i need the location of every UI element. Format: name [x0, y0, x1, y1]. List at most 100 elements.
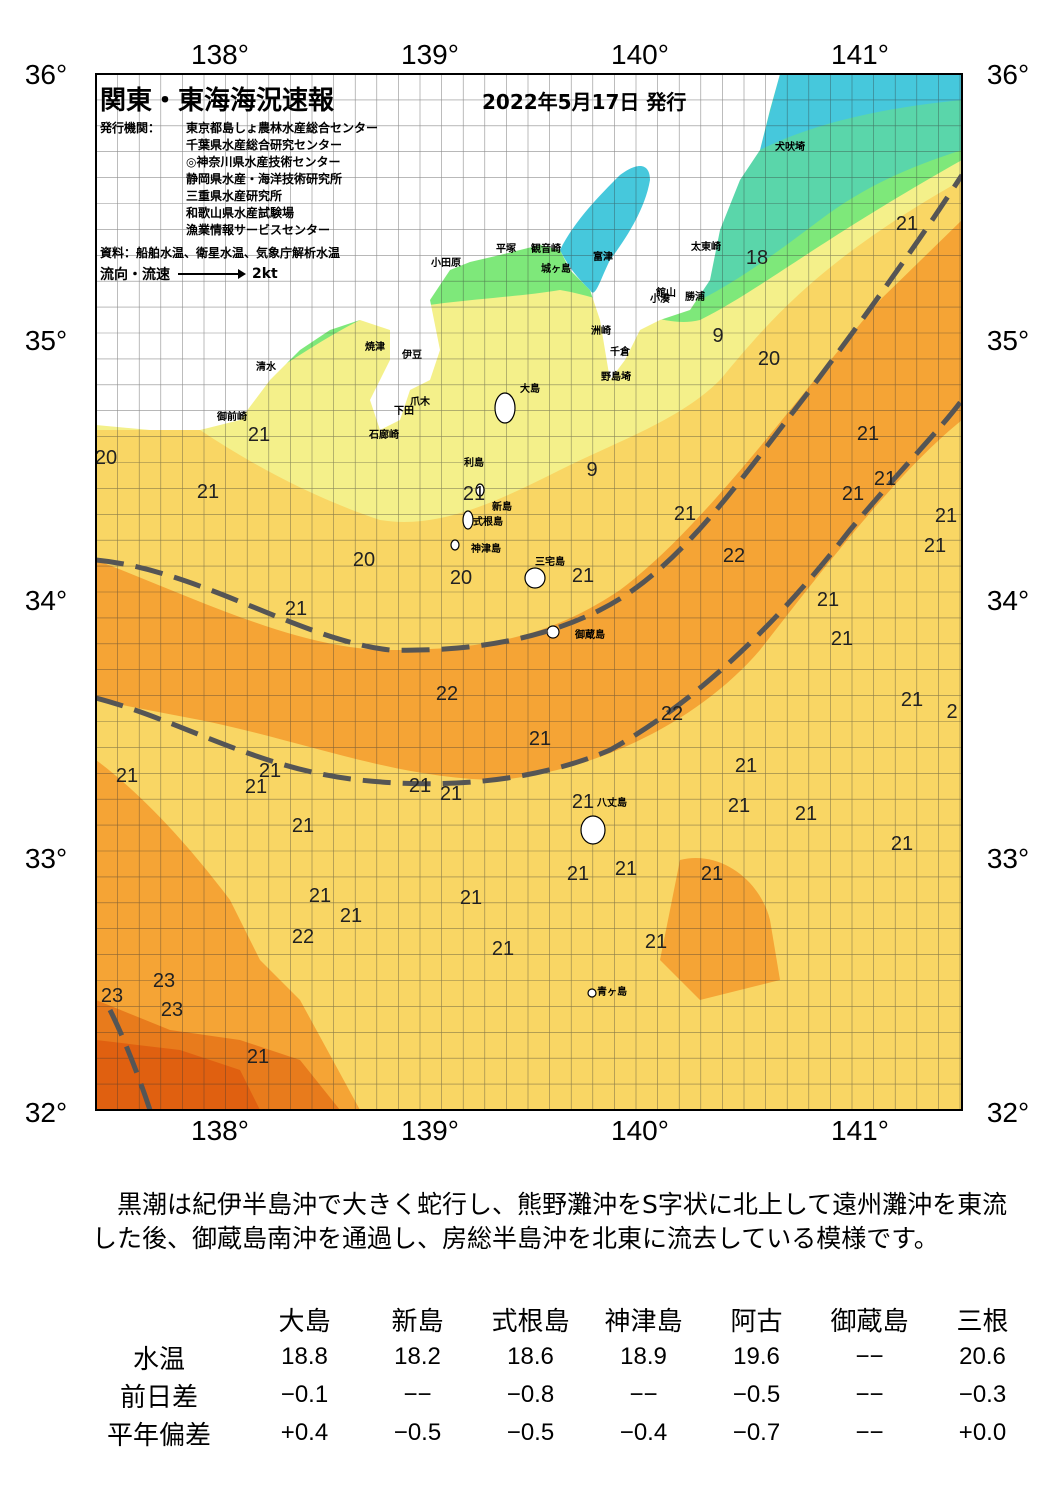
isotherm-label: 22: [436, 683, 458, 705]
table-cell: −−: [629, 1381, 658, 1408]
ocean-temperature-map: 18 20 21 21 9 9 20 21 21 21 21 21 20 21 21 20 21 22 21 21 21…: [25, 39, 1029, 1146]
isotherm-label: 21: [735, 755, 757, 777]
sea-band-22-south: [96, 760, 360, 1110]
table-cell: −−: [855, 1343, 884, 1370]
isotherm-label: 9: [586, 459, 597, 481]
longitude-label: 139°: [401, 39, 459, 70]
island-aogashima[interactable]: [587, 988, 597, 998]
row-header: 前日差: [119, 1382, 198, 1413]
place-label: 富津: [593, 250, 613, 263]
place-label: 新島: [492, 500, 512, 513]
row-header: 平年偏差: [106, 1420, 211, 1451]
place-label: 太東崎: [690, 240, 721, 253]
isotherm-label: 21: [340, 905, 362, 927]
isotherm-label: 21: [891, 833, 913, 855]
island-miyakejima[interactable]: [524, 567, 546, 589]
island-niijima[interactable]: [462, 510, 474, 530]
isotherm-label: 21: [248, 424, 270, 446]
column-header: 新島: [391, 1306, 444, 1337]
place-label: 御蔵島: [574, 628, 605, 641]
isotherm-label: 21: [259, 760, 281, 782]
table-header-row: 大島 新島 式根島 神津島 阿古 御蔵島 三根: [70, 1300, 1039, 1338]
longitude-label: 139°: [401, 1115, 459, 1146]
place-label: 青ヶ島: [597, 985, 627, 998]
table-cell: −0.3: [958, 1381, 1007, 1408]
latitude-label: 34°: [987, 585, 1029, 616]
isotherm-label: 21: [529, 728, 551, 750]
island-toshima[interactable]: [475, 483, 485, 497]
isotherm-label: 2: [946, 701, 957, 723]
isotherm-label: 21: [292, 815, 314, 837]
longitude-label: 141°: [831, 1115, 889, 1146]
isotherm-label: 21: [817, 589, 839, 611]
latitude-label: 35°: [987, 325, 1029, 356]
data-source: 資料：船舶水温、衛星水温、気象庁解析水温: [100, 246, 341, 260]
issuer-item: 東京都島しょ農林水産総合センター: [186, 121, 379, 135]
issuer-item: 静岡県水産・海洋技術研究所: [186, 172, 343, 186]
isotherm-label: 21: [409, 775, 431, 797]
isotherm-label: 21: [831, 628, 853, 650]
map-body: 1820212199202121212121202121202122212121…: [95, 74, 962, 1110]
isotherm-label: 21: [857, 423, 879, 445]
latitude-label: 32°: [25, 1097, 67, 1128]
isotherm-label: 21: [492, 938, 514, 960]
table-cell: +0.0: [958, 1419, 1007, 1446]
place-label: 野島埼: [601, 370, 631, 383]
place-label: 三宅島: [535, 555, 565, 568]
longitude-label: 140°: [611, 39, 669, 70]
isotherm-label: 20: [450, 567, 472, 589]
map-title: 関東・東海海況速報: [100, 86, 335, 116]
table-cell: +0.4: [280, 1419, 329, 1446]
sea-band-17: [760, 74, 962, 150]
isotherm-label: 21: [440, 783, 462, 805]
island-hachijojima[interactable]: [580, 815, 606, 845]
isotherm-label: 21: [645, 931, 667, 953]
column-header: 式根島: [491, 1306, 570, 1337]
place-label: 焼津: [365, 340, 385, 353]
place-label: 大島: [520, 382, 540, 395]
isotherm-label: 21: [285, 598, 307, 620]
place-label: 八丈島: [596, 796, 627, 809]
isotherm-label: 21: [245, 776, 267, 798]
table-row: 前日差 −0.1 −− −0.8 −− −0.5 −− −0.3: [70, 1376, 1039, 1414]
isotherm-label: 21: [463, 483, 485, 505]
island-mikurajima[interactable]: [546, 625, 560, 639]
longitude-label: 138°: [191, 1115, 249, 1146]
place-label: 平塚: [496, 242, 516, 255]
table-cell: −0.4: [619, 1419, 668, 1446]
place-label: 千倉: [610, 345, 631, 358]
table-cell: −−: [855, 1381, 884, 1408]
table-cell: 18.6: [507, 1343, 554, 1370]
place-label: 洲崎: [591, 324, 611, 337]
isotherm-label: 21: [728, 795, 750, 817]
isotherm-label: 21: [896, 213, 918, 235]
isotherm-label: 21: [572, 791, 594, 813]
issuer-list: 東京都島しょ農林水産総合センター 千葉県水産総合研究センター ◎神奈川県水産技術…: [186, 120, 378, 239]
isotherm-label: 21: [197, 481, 219, 503]
sea-band-22: [96, 220, 962, 780]
isotherm-label: 21: [924, 535, 946, 557]
island-kozushima[interactable]: [450, 539, 460, 551]
islands: [450, 392, 606, 998]
place-label: 犬吠埼: [775, 140, 805, 153]
table-cell: −0.5: [506, 1419, 555, 1446]
map-border: [95, 73, 963, 1111]
table-cell: 19.6: [733, 1343, 780, 1370]
place-label: 館山: [655, 286, 676, 299]
issuer-item: 漁業情報サービスセンター: [186, 223, 331, 237]
place-label: 小田原: [430, 256, 461, 269]
place-label: 清水: [256, 360, 277, 373]
place-label: 利島: [464, 456, 484, 469]
island-oshima[interactable]: [494, 392, 516, 424]
place-label: 式根島: [473, 515, 503, 528]
place-label: 下田: [394, 405, 414, 417]
situation-description: 黒潮は紀伊半島沖で大きく蛇行し、熊野灘沖をS字状に北上して遠州灘沖を東流した後、…: [92, 1190, 1008, 1253]
island-temperature-table: 大島 新島 式根島 神津島 阿古 御蔵島 三根 水温 18.8 18.2 18.…: [70, 1300, 1039, 1452]
latitude-label: 36°: [987, 59, 1029, 90]
isotherm-label: 21: [874, 468, 896, 490]
isotherm-label: 20: [95, 447, 117, 469]
isotherm-label: 21: [116, 765, 138, 787]
place-label: 神津島: [471, 542, 501, 555]
legend-scale: 2kt: [252, 266, 278, 282]
